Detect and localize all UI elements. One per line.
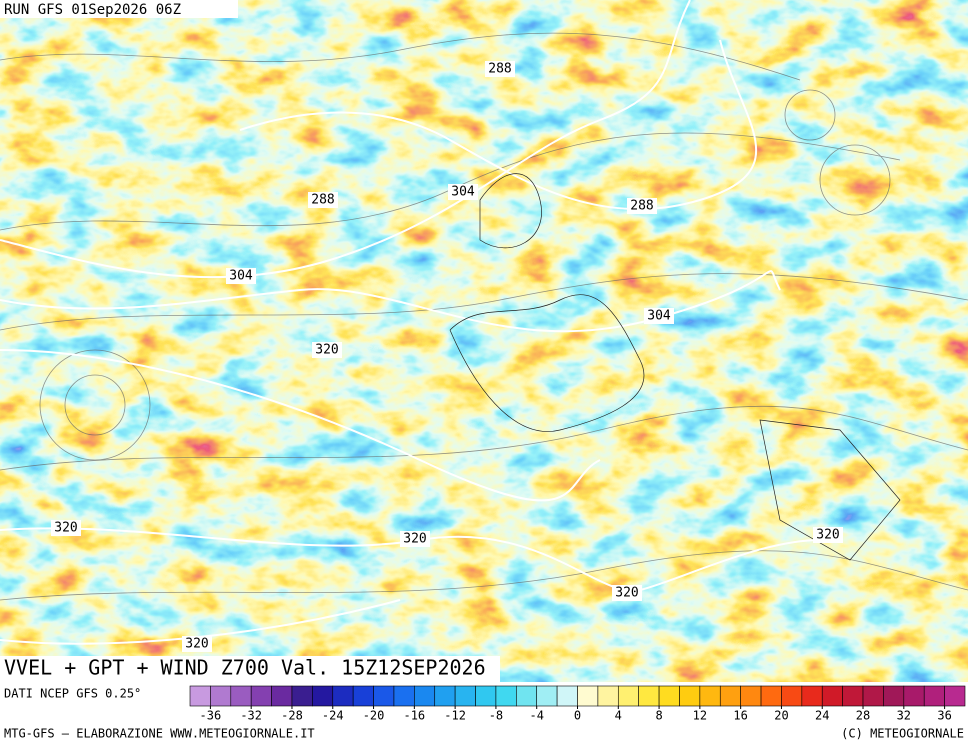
legend-swatch — [393, 685, 415, 707]
legend-swatch — [352, 685, 374, 707]
legend-tick-label: 24 — [815, 709, 829, 723]
legend-swatch — [414, 685, 436, 707]
legend-swatch — [781, 685, 803, 707]
legend-tick-label: 28 — [856, 709, 870, 723]
map: RUN GFS 01Sep2026 06Z VVEL + GPT + WIND … — [0, 0, 968, 682]
legend-tick-label: -24 — [322, 709, 344, 723]
legend-tick-label: -4 — [529, 709, 543, 723]
legend-swatch — [699, 685, 721, 707]
legend-swatch — [434, 685, 456, 707]
contour-label: 288 — [630, 199, 653, 214]
legend-swatch — [638, 685, 660, 707]
legend-swatch — [454, 685, 476, 707]
legend-tick-label: 16 — [733, 709, 747, 723]
legend-tick-label: -36 — [200, 709, 222, 723]
legend-tick-label: -8 — [489, 709, 503, 723]
source: DATI NCEP GFS 0.25° — [4, 687, 141, 701]
legend-tick-label: 12 — [693, 709, 707, 723]
legend-swatch — [740, 685, 762, 707]
legend-tick-label: 4 — [615, 709, 622, 723]
run-label-box — [0, 0, 238, 18]
contour-label: 304 — [647, 309, 671, 324]
legend-swatch — [719, 685, 741, 707]
legend-swatch — [862, 685, 884, 707]
legend-swatch — [903, 685, 925, 707]
legend-swatch — [332, 685, 354, 707]
footer-left: MTG-GFS – ELABORAZIONE WWW.METEOGIORNALE… — [4, 727, 315, 741]
contour-label-box — [627, 198, 657, 214]
legend-tick-label: 8 — [655, 709, 662, 723]
contour-label: 320 — [403, 532, 426, 547]
legend-tick-label: 20 — [774, 709, 788, 723]
contour-label-box — [226, 268, 256, 284]
footer-right: (C) METEOGIORNALE — [841, 727, 964, 741]
legend-tick-label: -32 — [240, 709, 262, 723]
legend-tick-label: -12 — [444, 709, 466, 723]
legend-swatch — [373, 685, 395, 707]
legend-swatch — [312, 685, 334, 707]
legend-tick-label: 36 — [937, 709, 951, 723]
legend-swatch — [923, 685, 945, 707]
contour-label-box — [612, 585, 642, 601]
map-title: VVEL + GPT + WIND Z700 Val. 15Z12SEP2026 — [4, 656, 486, 680]
contour-label-box — [312, 342, 342, 358]
legend-swatch — [944, 685, 966, 707]
contour-label-box — [644, 308, 674, 324]
legend-swatch — [475, 685, 497, 707]
legend-swatch — [617, 685, 639, 707]
contour-label: 320 — [315, 343, 338, 358]
legend-swatch — [230, 685, 252, 707]
legend-swatch — [577, 685, 599, 707]
legend-swatch — [658, 685, 680, 707]
contour-label-box — [400, 531, 430, 547]
contour-label: 320 — [54, 521, 77, 536]
legend-swatch — [271, 685, 293, 707]
legend-swatch — [842, 685, 864, 707]
legend-swatch — [760, 685, 782, 707]
contour-label-box — [51, 520, 81, 536]
contour-label-box — [813, 527, 843, 543]
vvel-field — [0, 0, 968, 682]
contour-labels: 288 288 304 288 304 304 320 320 320 320 320 320 — [51, 61, 843, 652]
legend-swatch — [883, 685, 905, 707]
geopotential-contours — [0, 0, 820, 644]
legend-swatch — [801, 685, 823, 707]
contour-label-box — [308, 192, 338, 208]
legend-tick-label: 32 — [897, 709, 911, 723]
run-label: RUN GFS 01Sep2026 06Z — [4, 2, 181, 18]
contour-label: 320 — [185, 637, 208, 652]
legend-tick-label: -20 — [363, 709, 385, 723]
legend-swatch — [495, 685, 517, 707]
legend-swatch — [597, 685, 619, 707]
contour-label: 288 — [488, 62, 511, 77]
legend-swatch — [189, 685, 211, 707]
legend-tick-label: -16 — [403, 709, 425, 723]
legend-tick-label: 0 — [574, 709, 581, 723]
contour-label: 320 — [816, 528, 839, 543]
map-title-box — [0, 656, 500, 682]
color-legend: -36 -32 -28 -24 -20 -16 -12 -8 -4 0 4 8 12 16 20 24 28 32… — [189, 685, 966, 723]
legend-swatch — [210, 685, 232, 707]
contour-label: 288 — [311, 193, 334, 208]
legend-swatch — [679, 685, 701, 707]
legend-swatch — [556, 685, 578, 707]
legend-swatch — [291, 685, 313, 707]
legend-swatch — [821, 685, 843, 707]
legend-tick-label: -28 — [281, 709, 303, 723]
coastlines — [449, 173, 901, 561]
contour-label: 304 — [451, 185, 475, 200]
legend-swatch — [516, 685, 538, 707]
contour-label-box — [448, 184, 478, 200]
legend-swatch — [536, 685, 558, 707]
contour-label-box — [182, 636, 212, 652]
legend-swatch — [250, 685, 272, 707]
streamlines — [0, 32, 968, 601]
contour-label: 304 — [229, 269, 253, 284]
contour-label: 320 — [615, 586, 638, 601]
contour-label-box — [485, 61, 515, 77]
